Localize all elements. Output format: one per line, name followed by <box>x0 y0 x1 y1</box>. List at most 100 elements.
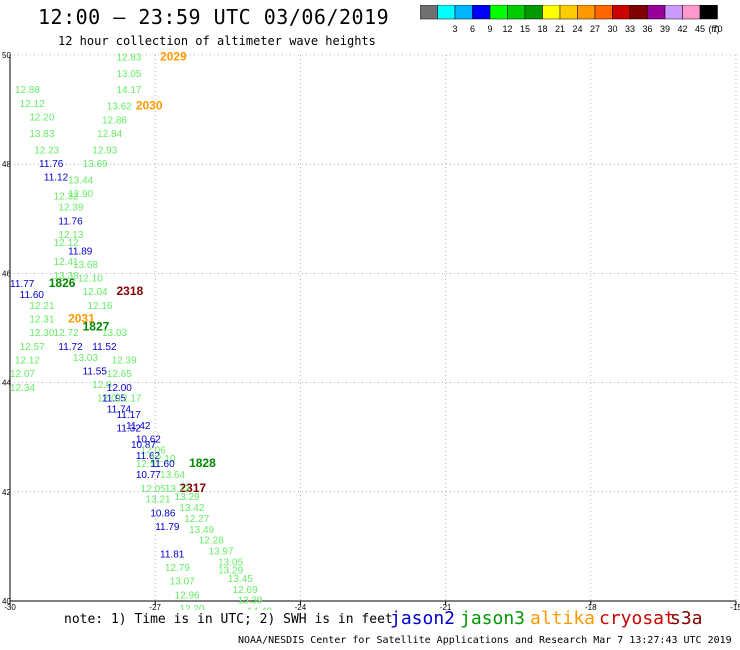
pass-time-label: 1827 <box>83 320 110 334</box>
wave-height-label: 13.62 <box>107 102 132 113</box>
wave-height-label: 11.81 <box>160 549 185 560</box>
x-tick-label: -15 <box>730 603 740 610</box>
color-bin-label: 39 <box>660 24 670 34</box>
wave-height-label: 12.05 <box>141 484 166 495</box>
wave-height-label: 11.89 <box>68 246 93 257</box>
wave-height-label: 13.29 <box>218 566 243 577</box>
wave-height-label: 12.39 <box>58 203 83 214</box>
wave-height-label: 13.97 <box>208 547 233 558</box>
wave-height-label: 14.17 <box>116 85 141 96</box>
wave-height-label: 11.42 <box>126 421 151 432</box>
wave-height-label: 11.72 <box>58 342 83 353</box>
wave-height-label: 12.04 <box>83 287 108 298</box>
x-tick-label: -18 <box>585 603 597 610</box>
color-bin-label: 42 <box>677 24 687 34</box>
wave-height-label: 12.65 <box>107 369 132 380</box>
mission-s3a: s3a <box>670 608 703 629</box>
color-bin-label: 9 <box>487 24 492 34</box>
wave-height-label: 12.41 <box>54 257 79 268</box>
pass-time-label: 2318 <box>116 284 143 298</box>
wave-height-label: 13.73 <box>165 484 190 495</box>
wave-height-label: 11.60 <box>20 290 45 301</box>
wave-height-label: 13.39 <box>237 596 262 607</box>
wave-height-label: 11.60 <box>150 459 175 470</box>
wave-height-label: 12.12 <box>15 355 40 366</box>
wave-height-label: 12.34 <box>10 383 35 394</box>
pass-time-label: 2031 <box>68 312 95 326</box>
color-unit-label: (ft) <box>709 24 720 34</box>
wave-height-label: 12.84 <box>97 129 122 140</box>
wave-height-label: 11.52 <box>92 342 117 353</box>
wave-height-label: 12.21 <box>29 301 54 312</box>
wave-height-label: 12.79 <box>165 563 190 574</box>
color-bin-label: 18 <box>537 24 547 34</box>
color-bin-label: 15 <box>520 24 530 34</box>
wave-height-label: 10.86 <box>150 508 175 519</box>
wave-height-label: 12.20 <box>179 604 204 610</box>
wave-height-label: 12.27 <box>184 514 209 525</box>
y-tick-label: 46 <box>2 269 11 278</box>
wave-height-label: 14.40 <box>247 607 272 610</box>
color-bin-label: 24 <box>572 24 582 34</box>
wave-height-label: 12.12 <box>20 99 45 110</box>
wave-height-label: 11.12 <box>44 173 69 184</box>
wave-height-label: 11.32 <box>116 424 141 435</box>
pass-time-label: 2030 <box>136 99 163 113</box>
wave-height-label: 12.93 <box>92 145 117 156</box>
color-bin-label: 21 <box>555 24 565 34</box>
wave-height-label: 12.17 <box>116 394 141 405</box>
y-tick-label: 44 <box>2 379 11 388</box>
wave-height-label: 11.79 <box>155 522 180 533</box>
mission-jason2: jason2 <box>390 608 456 629</box>
wave-height-label: 11.74 <box>107 405 132 416</box>
x-tick-label: -27 <box>149 603 161 610</box>
wave-height-label: 12.30 <box>29 328 54 339</box>
credit-line: NOAA/NESDIS Center for Satellite Applica… <box>238 635 732 646</box>
wave-height-label: 13.44 <box>68 175 93 186</box>
wave-height-label: 12.72 <box>54 328 79 339</box>
wave-height-label: 11.76 <box>39 159 64 170</box>
wave-height-label: 11.76 <box>58 216 83 227</box>
wave-height-label: 13.68 <box>73 260 98 271</box>
wave-height-plot: -30 -27 -24 -21 -18 -15 40 42 44 46 48 50 12.83 2029 1… <box>2 49 740 610</box>
wave-height-label: 12.00 <box>107 383 132 394</box>
wave-height-label: 13.45 <box>228 574 253 585</box>
wave-height-label: 12.23 <box>34 145 59 156</box>
wave-height-label: 12.51 <box>136 459 161 470</box>
pass-time-label: 2317 <box>179 481 206 495</box>
wave-height-label: 11.55 <box>83 366 108 377</box>
wave-height-label: 10.87 <box>131 440 156 451</box>
wave-height-label: 12.10 <box>78 274 103 285</box>
mission-cryosat: cryosat <box>599 608 675 629</box>
wave-height-label: 13.05 <box>218 558 243 569</box>
x-tick-label: -30 <box>4 603 16 610</box>
y-tick-label: 40 <box>2 597 11 606</box>
y-tick-label: 48 <box>2 160 11 169</box>
color-scale-legend: 3 6 9 12 15 18 21 24 27 30 33 36 39 42 45 70(ft) <box>420 5 723 34</box>
color-bin-label: 45 <box>695 24 705 34</box>
wave-height-label: 12.16 <box>87 301 112 312</box>
wave-height-label: 12.0 <box>92 380 112 391</box>
color-bin-label: 36 <box>642 24 652 34</box>
wave-height-label: 12.83 <box>116 52 141 63</box>
wave-height-label: 12.28 <box>199 536 224 547</box>
wave-height-label: 13.69 <box>83 159 108 170</box>
color-bin-label: 33 <box>625 24 635 34</box>
chart-subtitle: 12 hour collection of altimeter wave hei… <box>58 34 376 48</box>
color-bin-label: 12 <box>502 24 512 34</box>
wave-height-label: 10.62 <box>136 435 161 446</box>
wave-height-label: 13.64 <box>160 470 185 481</box>
wave-height-label: 12.90 <box>68 189 93 200</box>
wave-height-label: 12.88 <box>15 85 40 96</box>
wave-height-label: 11.17 <box>116 410 141 421</box>
wave-height-label: 12.12 <box>54 238 79 249</box>
pass-time-label: 2029 <box>160 49 187 63</box>
wave-height-label: 11.95 <box>102 394 127 405</box>
units-note: note: 1) Time is in UTC; 2) SWH is in fe… <box>64 612 393 627</box>
color-bin-label: 30 <box>607 24 617 34</box>
wave-height-label: 13.49 <box>189 525 214 536</box>
wave-height-label: 12.32 <box>54 192 79 203</box>
y-tick-label: 42 <box>2 488 11 497</box>
wave-height-label: 13.42 <box>179 503 204 514</box>
wave-height-label: 13.05 <box>116 69 141 80</box>
